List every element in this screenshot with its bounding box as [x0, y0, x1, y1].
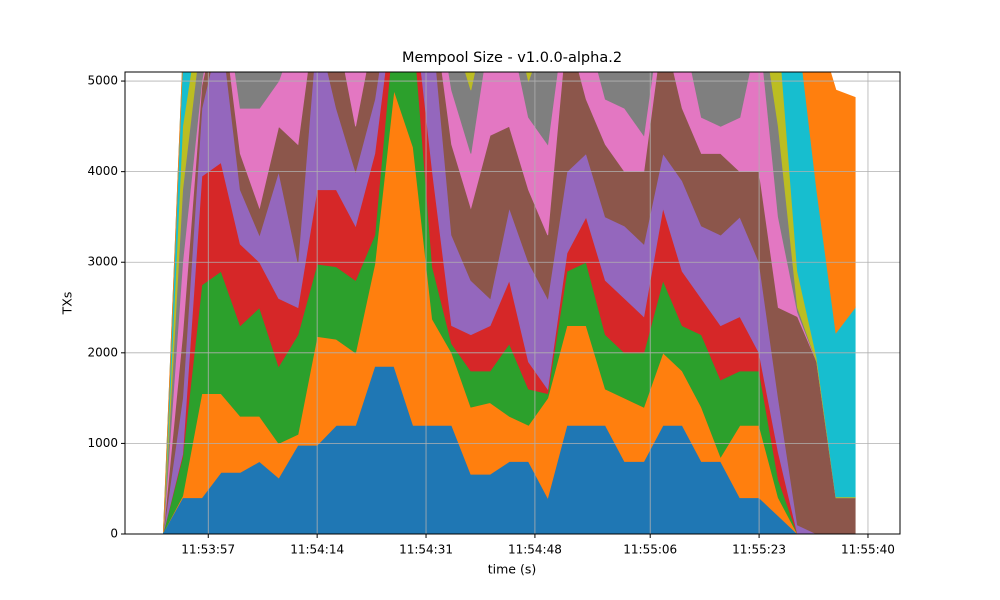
x-tick-label: 11:55:06: [623, 543, 677, 557]
x-tick-label: 11:54:48: [508, 543, 562, 557]
grid: [125, 72, 900, 535]
stack-area: [163, 72, 856, 533]
stack-area: [163, 72, 856, 533]
x-axis-label: time (s): [488, 562, 536, 577]
chart-title: Mempool Size - v1.0.0-alpha.2: [402, 50, 622, 66]
stack-area: [163, 72, 856, 534]
y-tick-label: 0: [110, 527, 118, 541]
stack-area: [163, 72, 856, 534]
x-tick-label: 11:55:23: [732, 543, 786, 557]
stack-area: [163, 72, 856, 534]
y-tick-label: 3000: [87, 255, 118, 269]
y-tick-label: 2000: [87, 345, 118, 359]
stack-area: [163, 72, 856, 534]
y-tick-label: 5000: [87, 74, 118, 88]
x-tick-label: 11:55:40: [841, 543, 895, 557]
y-tick-label: 1000: [87, 436, 118, 450]
x-tick-label: 11:53:57: [181, 543, 235, 557]
y-axis-label: TXs: [60, 292, 75, 316]
y-tick-label: 4000: [87, 164, 118, 178]
plot-area: [163, 72, 856, 534]
stack-area: [163, 72, 856, 533]
x-tick-label: 11:54:14: [290, 543, 344, 557]
axes-frame: [124, 71, 901, 535]
x-tick-label: 11:54:31: [399, 543, 453, 557]
